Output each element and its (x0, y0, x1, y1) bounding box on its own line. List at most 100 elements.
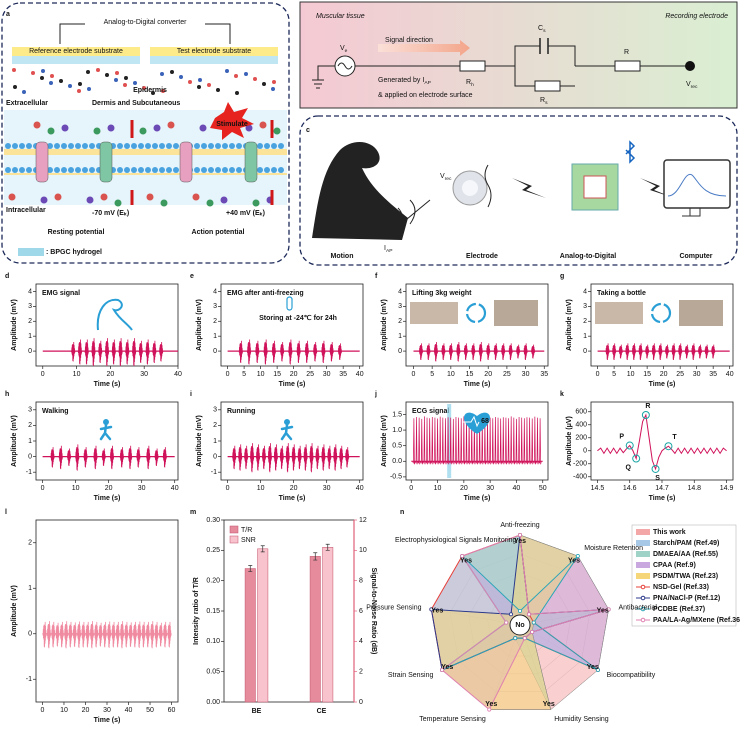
y-tick-label: -1 (211, 469, 217, 476)
symbol-sub: rec (445, 176, 452, 182)
symbol: Generated by IAP (378, 77, 431, 86)
membrane-head (201, 167, 207, 173)
direction-label: Signal direction (385, 37, 433, 44)
burst (83, 447, 88, 468)
ion (107, 124, 115, 132)
circuit-wire (312, 45, 688, 89)
membrane-head (68, 167, 74, 173)
membrane-head (145, 143, 151, 149)
burst (55, 622, 60, 647)
burst (136, 447, 141, 468)
burst (255, 444, 261, 471)
burst (288, 339, 293, 365)
chart-title: Walking (42, 408, 69, 415)
axis-label: Anti-freezing (500, 522, 539, 529)
y-tick-label: -200 (573, 461, 587, 468)
legend-label: CPAA (Ref.9) (653, 562, 696, 569)
membrane-head (54, 143, 60, 149)
spike (459, 418, 463, 465)
stage-label: Analog-to-Digital (560, 253, 616, 260)
burst (249, 443, 255, 473)
burst (167, 621, 172, 648)
legend-frame (631, 524, 737, 627)
state-label: Action potential (192, 229, 245, 236)
panel-letter: e (190, 273, 194, 280)
membrane-head (194, 167, 200, 173)
burst (162, 447, 167, 468)
state-label: Resting potential (48, 229, 105, 236)
membrane-head (159, 143, 165, 149)
y-tick-label: 600 (575, 409, 587, 416)
burst (303, 444, 308, 471)
burst (246, 339, 252, 365)
burst (625, 343, 630, 361)
panel-letter: n (400, 509, 404, 516)
burst (704, 344, 709, 359)
yes-label: Yes (431, 607, 443, 614)
ion (253, 77, 257, 81)
yes-label: Yes (485, 701, 497, 708)
ion (114, 199, 122, 207)
x-tick-label: 30 (323, 485, 331, 492)
symbol-sub: AP (386, 248, 393, 254)
y-tick-label: 0.00 (206, 699, 220, 706)
membrane-head (138, 167, 144, 173)
point-marker (632, 454, 641, 463)
stimulus-label: Stimulate (216, 121, 248, 128)
y-tick-label: 0.30 (206, 517, 220, 524)
burst (691, 343, 696, 361)
membrane-head (89, 167, 95, 173)
resistor (614, 60, 641, 72)
error-bar (248, 565, 253, 572)
symbol-main: I (384, 245, 386, 252)
x-axis-label: Time (s) (464, 381, 491, 388)
x-tick-label: 10 (627, 371, 635, 378)
ion (272, 80, 276, 84)
burst (118, 338, 123, 367)
membrane-head (124, 167, 130, 173)
burst (238, 340, 243, 364)
burst (329, 342, 334, 362)
ion (234, 74, 238, 78)
legend-swatch (636, 562, 650, 568)
ion-channel (99, 141, 113, 183)
ion (153, 124, 161, 132)
spike (530, 418, 534, 465)
x-axis-label: Time (s) (94, 381, 121, 388)
substrate-label: Test electrode substrate (177, 48, 251, 55)
ion (160, 72, 164, 76)
x-axis-label: Time (s) (279, 495, 306, 502)
burst (321, 444, 326, 471)
burst (313, 342, 318, 362)
symbol-main: R (540, 97, 545, 104)
legend-swatch (636, 551, 650, 557)
error-bar (325, 543, 330, 551)
burst (59, 621, 64, 648)
ion (12, 68, 16, 72)
x-tick-label: 10 (72, 485, 80, 492)
membrane-head (257, 143, 263, 149)
x-tick-label: 40 (726, 371, 734, 378)
x-tick-label: 40 (171, 485, 179, 492)
y2-tick-label: 8 (359, 578, 363, 585)
photo (679, 300, 723, 326)
y-tick-label: 0.05 (206, 669, 220, 676)
x-tick-label: 15 (643, 371, 651, 378)
ion (40, 196, 48, 204)
radar-point (513, 636, 518, 641)
burst (651, 343, 656, 361)
ion (114, 78, 118, 82)
y-tick-label: 0.20 (206, 578, 220, 585)
bar (244, 568, 256, 703)
ion (96, 68, 100, 72)
burst (85, 621, 90, 648)
membrane-head (215, 143, 221, 149)
arm-icon (312, 141, 408, 240)
membrane-head (271, 143, 277, 149)
point-marker (641, 411, 650, 419)
burst (128, 445, 133, 470)
y-axis-label: Amplitude (mV) (11, 415, 18, 467)
burst (711, 344, 716, 359)
y-tick-label: -1 (26, 676, 32, 683)
radar-series (441, 534, 609, 711)
